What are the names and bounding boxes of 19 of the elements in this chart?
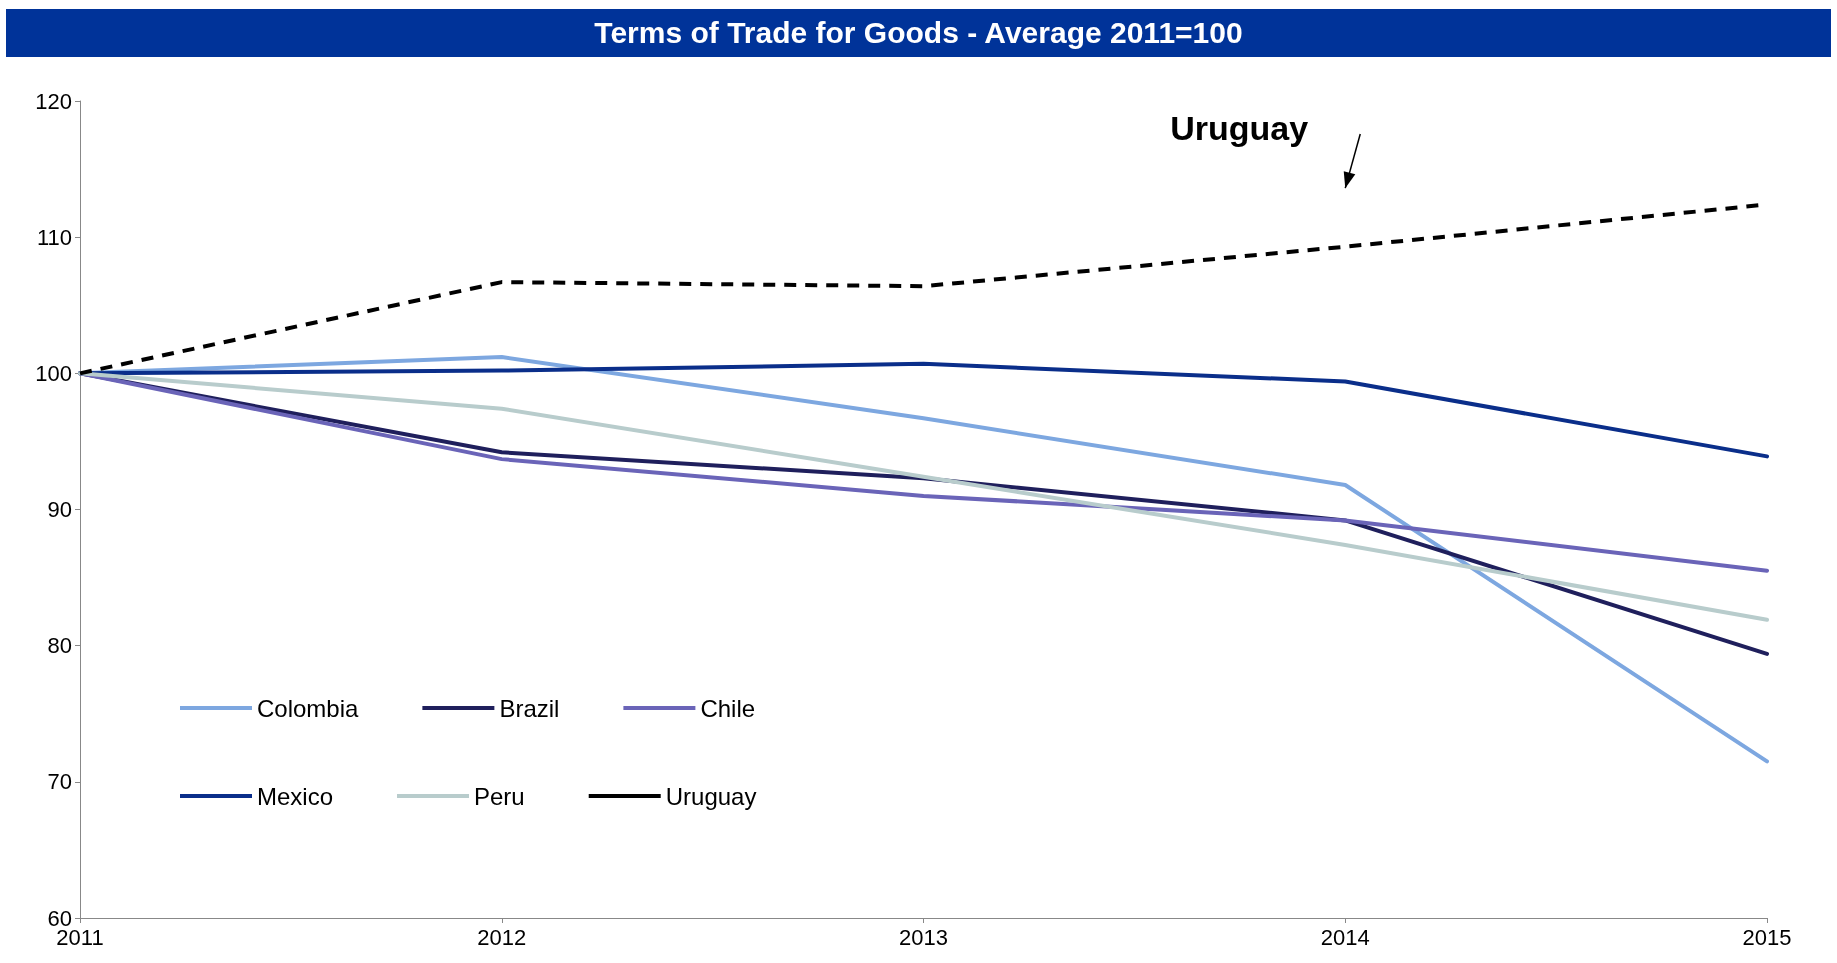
x-tick-label: 2014 xyxy=(1320,924,1370,950)
legend-label: Colombia xyxy=(257,694,360,722)
chart-title: Terms of Trade for Goods - Average 2011=100 xyxy=(6,9,1831,57)
x-tick-label: 2013 xyxy=(899,924,948,950)
legend-label: Mexico xyxy=(257,782,334,810)
legend-label: Brazil xyxy=(499,694,560,722)
y-tick-label: 110 xyxy=(36,224,72,250)
legend-label: Peru xyxy=(474,782,525,810)
y-tick-label: 80 xyxy=(47,633,72,659)
x-tick-label: 2012 xyxy=(477,924,527,950)
legend-label: Uruguay xyxy=(665,782,757,810)
y-tick-label: 60 xyxy=(47,905,72,931)
x-tick-label: 2015 xyxy=(1742,924,1792,950)
y-tick-label: 70 xyxy=(47,769,72,795)
y-tick-label: 100 xyxy=(35,360,72,386)
y-tick-label: 120 xyxy=(35,88,72,114)
legend-label: Chile xyxy=(700,694,756,722)
y-tick-label: 90 xyxy=(47,497,72,522)
annotation: Uruguay xyxy=(1170,108,1309,147)
